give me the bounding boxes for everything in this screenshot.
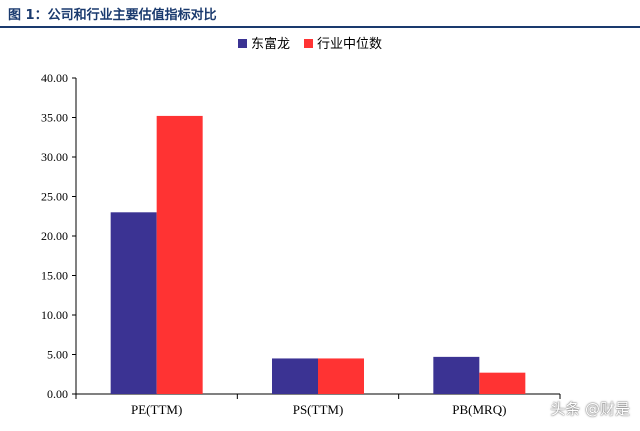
y-tick-label: 30.00	[41, 150, 68, 164]
bar-company	[110, 212, 157, 394]
x-tick-label: PE(TTM)	[131, 402, 182, 417]
bar-company	[433, 356, 480, 394]
legend-label: 东富龙	[251, 36, 290, 52]
legend-swatch	[238, 39, 247, 48]
title-rule	[0, 26, 640, 28]
y-tick-label: 20.00	[41, 229, 68, 243]
y-tick-label: 10.00	[41, 308, 68, 322]
y-tick-label: 5.00	[47, 348, 68, 362]
bar-industry	[156, 115, 203, 395]
y-tick-label: 0.00	[47, 387, 68, 401]
y-tick-label: 35.00	[41, 111, 68, 125]
y-tick-label: 25.00	[41, 190, 68, 204]
bar-company	[272, 358, 318, 394]
bar-industry	[318, 358, 364, 394]
x-tick-label: PS(TTM)	[293, 402, 344, 417]
watermark: 头条 @财是	[550, 400, 630, 418]
legend-label: 行业中位数	[317, 37, 382, 52]
x-tick-label: PB(MRQ)	[452, 402, 506, 417]
bar-industry	[479, 372, 526, 394]
y-tick-label: 40.00	[41, 71, 68, 85]
figure-title: 图 1：公司和行业主要估值指标对比	[8, 8, 217, 23]
y-tick-label: 15.00	[41, 269, 68, 283]
legend-swatch	[304, 39, 313, 48]
